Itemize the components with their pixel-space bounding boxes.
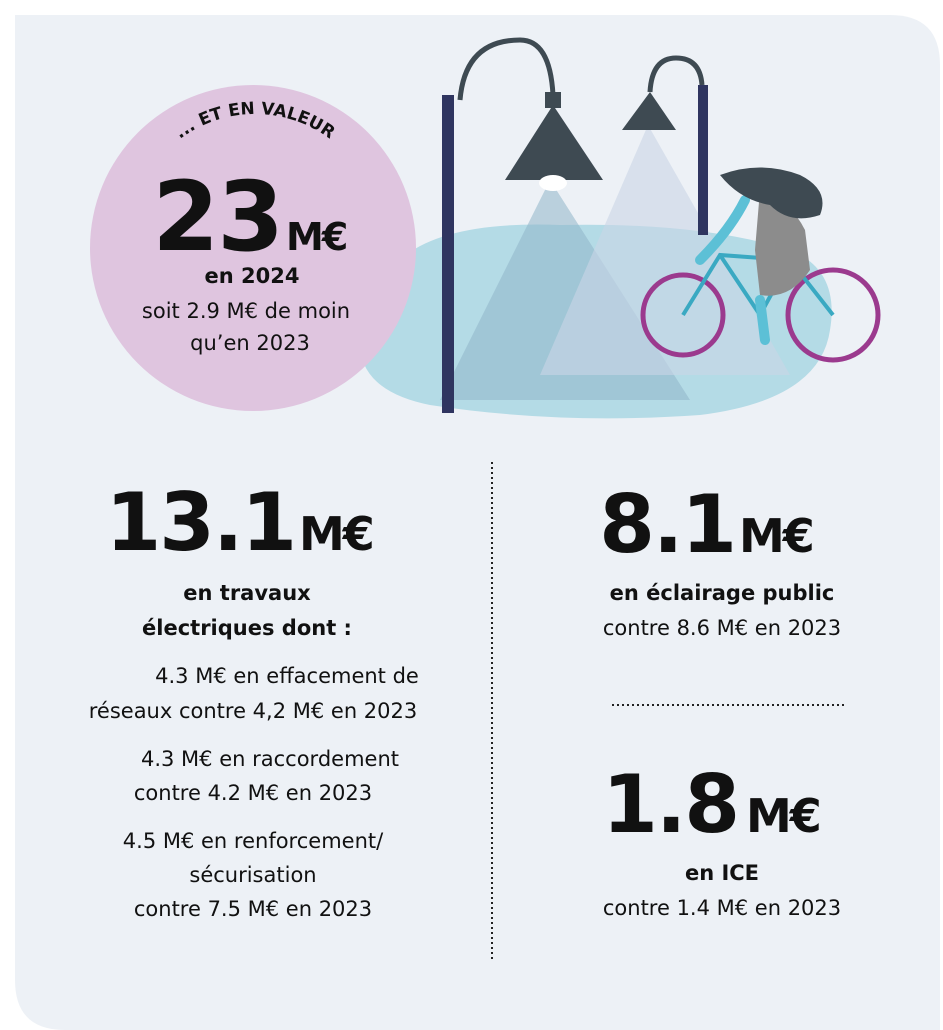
header-unit: M€ — [286, 215, 346, 259]
right-comparison: contre 8.6 M€ en 2023 — [603, 616, 841, 640]
right-title: en ICE — [685, 861, 759, 885]
left-detail: réseaux contre 4,2 M€ en 2023 — [89, 699, 418, 723]
infographic: ... ET EN VALEUR 23 M€ en 2024 soit 2.9 … — [0, 0, 943, 1030]
left-detail: sécurisation — [189, 863, 316, 887]
right-amount: 1.8 — [602, 758, 738, 851]
left-detail: contre 7.5 M€ en 2023 — [134, 897, 372, 921]
header-note: soit 2.9 M€ de moin — [142, 299, 350, 323]
left-detail: 4.3 M€ en raccordement — [141, 747, 399, 771]
left-detail: 4.3 M€ en effacement de — [155, 664, 419, 688]
left-title: en travaux — [183, 581, 311, 605]
right-title: en éclairage public — [610, 581, 835, 605]
left-unit: M€ — [299, 507, 373, 561]
header-note: qu’en 2023 — [190, 331, 310, 355]
left-title: électriques dont : — [142, 616, 352, 640]
right-unit: M€ — [746, 789, 820, 843]
right-comparison: contre 1.4 M€ en 2023 — [603, 896, 841, 920]
left-detail: 4.5 M€ en renforcement/ — [123, 829, 384, 853]
left-detail: contre 4.2 M€ en 2023 — [134, 781, 372, 805]
left-amount: 13.1 — [106, 476, 295, 569]
right-unit: M€ — [739, 509, 813, 563]
header-year: en 2024 — [205, 264, 300, 288]
header-amount: 23 — [152, 161, 282, 273]
right-amount: 8.1 — [599, 478, 735, 571]
